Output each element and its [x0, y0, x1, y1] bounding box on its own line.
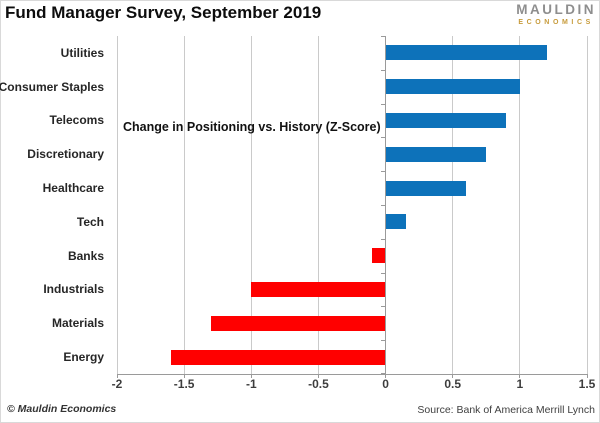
- category-axis-tick: [381, 103, 386, 105]
- gridline: [586, 36, 588, 374]
- x-tick-label: 1.5: [578, 377, 596, 391]
- mauldin-economics-logo: MAULDIN ECONOMICS: [516, 3, 596, 26]
- zero-baseline: [385, 36, 387, 374]
- category-label: Telecoms: [49, 113, 104, 128]
- category-label: Tech: [76, 214, 104, 229]
- x-tick-label: -1.5: [173, 377, 195, 391]
- category-label: Healthcare: [42, 181, 104, 196]
- category-axis-tick: [381, 373, 386, 374]
- source-attribution: Source: Bank of America Merrill Lynch: [417, 404, 595, 416]
- logo-wordmark-economics: ECONOMICS: [518, 18, 594, 26]
- category-label: Industrials: [43, 282, 104, 297]
- x-tick-label: 0.5: [444, 377, 462, 391]
- x-axis-tick: [452, 374, 454, 378]
- x-axis-tick: [250, 374, 252, 378]
- gridline: [116, 36, 118, 374]
- bar-utilities: [385, 45, 547, 61]
- bar-industrials: [251, 282, 386, 297]
- x-axis-tick: [183, 374, 185, 378]
- x-tick-label: 0: [382, 377, 389, 391]
- category-label: Consumer Staples: [0, 79, 104, 94]
- category-axis-labels: Utilities Consumer Staples Telecoms Discret…: [0, 36, 104, 374]
- bar-materials: [211, 315, 386, 331]
- page-title: Fund Manager Survey, September 2019: [5, 3, 322, 22]
- x-axis-tick: [116, 374, 118, 378]
- gridline: [317, 36, 319, 374]
- category-label: Utilities: [60, 45, 104, 60]
- x-tick-label: -2: [111, 377, 123, 391]
- gridline: [452, 36, 454, 374]
- category-axis-tick: [381, 272, 386, 274]
- chart-annotation: Change in Positioning vs. History (Z-Sco…: [123, 120, 381, 134]
- category-axis-tick: [381, 340, 386, 342]
- bar-healthcare: [385, 180, 467, 196]
- category-label: Banks: [67, 248, 104, 263]
- gridline: [250, 36, 252, 374]
- category-axis-tick: [381, 36, 386, 37]
- gridline: [183, 36, 185, 374]
- x-axis-line: [117, 374, 587, 375]
- category-axis-tick: [381, 205, 386, 206]
- category-axis-tick: [381, 69, 386, 71]
- category-label: Energy: [63, 350, 104, 365]
- bar-discretionary: [385, 146, 487, 162]
- category-label: Discretionary: [27, 147, 104, 162]
- bar-tech: [385, 214, 406, 230]
- logo-wordmark-mauldin: MAULDIN: [516, 2, 596, 17]
- category-label: Materials: [51, 316, 104, 331]
- x-axis-tick-labels: -2 -1.5 -1 -0.5 0 0.5 1 1.5: [112, 377, 596, 393]
- x-axis-tick: [586, 374, 588, 378]
- bar-chart-plot-area: [116, 36, 588, 378]
- x-tick-label: -0.5: [308, 377, 329, 391]
- bar-consumer-staples: [385, 79, 520, 95]
- bar-energy: [170, 349, 386, 365]
- copyright-text: © Mauldin Economics: [7, 403, 117, 415]
- bar-banks: [372, 248, 386, 264]
- category-axis-tick: [381, 137, 386, 139]
- x-tick-label: 1: [516, 377, 524, 391]
- gridline: [519, 36, 521, 374]
- x-axis-tick: [317, 374, 319, 378]
- x-tick-label: -1: [245, 377, 257, 391]
- x-axis-tick: [385, 374, 387, 378]
- category-axis-tick: [381, 238, 386, 240]
- category-axis-tick: [381, 306, 386, 308]
- category-axis-tick: [381, 171, 386, 173]
- bar-telecoms: [385, 113, 507, 128]
- x-axis-tick: [519, 374, 521, 378]
